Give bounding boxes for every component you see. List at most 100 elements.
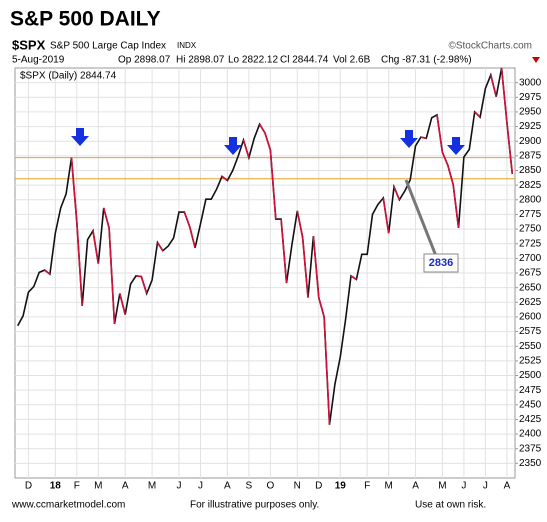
arrow [447,137,465,155]
index-name: S&P 500 Large Cap Index [50,41,166,52]
x-tick-label: 18 [50,481,62,492]
y-tick-label: 3000 [519,77,542,88]
y-tick-label: 2875 [519,150,542,161]
y-tick-label: 2425 [519,414,542,425]
arrow [71,128,89,146]
y-tick-label: 2575 [519,326,542,337]
down-segment [500,67,508,123]
footer: www.ccmarketmodel.com [11,500,125,511]
down-segment [156,242,164,252]
down-segment [221,175,228,182]
x-tick-label: 19 [335,481,347,492]
stat: Chg -87.31 (-2.98%) [381,55,472,66]
x-tick-label: A [504,481,511,492]
down-segment [119,293,126,315]
down-segment [452,184,460,228]
exchange: INDX [177,41,197,50]
arrow [224,137,242,155]
x-tick-label: M [148,481,156,492]
y-tick-label: 2750 [519,224,542,235]
down-segment [108,227,116,325]
legend-entry: $SPX (Daily) 2844.74 [20,71,117,82]
down-segment [280,219,288,284]
y-tick-label: 2900 [519,136,542,147]
y-tick-label: 2800 [519,194,542,205]
y-tick-label: 2775 [519,209,542,220]
y-tick-label: 2975 [519,92,542,103]
x-tick-label: F [74,481,80,492]
down-segment [382,197,390,234]
y-tick-label: 2400 [519,429,542,440]
y-tick-label: 2350 [519,458,542,469]
x-tick-label: M [94,481,102,492]
x-tick-label: A [122,481,129,492]
down-segment [317,297,325,318]
down-segment [242,139,250,158]
down-segment [490,74,497,97]
down-segment [76,221,84,306]
down-segment [269,149,277,220]
annotation-box [423,253,459,273]
down-segment [447,165,454,185]
symbol: $SPX [12,37,46,52]
y-tick-label: 2500 [519,370,542,381]
x-tick-label: J [176,481,181,492]
y-tick-label: 2525 [519,355,542,366]
stat: Op 2898.07 [118,55,171,66]
stat: Hi 2898.07 [176,55,225,66]
y-tick-label: 2550 [519,341,542,352]
y-tick-label: 2950 [519,107,542,118]
arrow [400,130,418,148]
down-segment [420,136,427,140]
footer: For illustrative purposes only. [190,500,319,511]
down-segment [436,114,444,153]
x-tick-label: A [412,481,419,492]
down-segment [140,276,148,294]
y-tick-label: 2925 [519,121,542,132]
y-tick-label: 2375 [519,443,542,454]
x-tick-label: M [438,481,446,492]
y-tick-label: 2850 [519,165,542,176]
x-tick-label: D [25,481,32,492]
down-segment [92,230,100,264]
x-tick-label: O [266,481,274,492]
x-tick-label: M [384,481,392,492]
x-tick-label: J [483,481,488,492]
stat: Vol 2.6B [333,55,371,66]
y-tick-label: 2675 [519,268,542,279]
down-segment [474,111,481,118]
x-tick-label: J [198,481,203,492]
annotation-pointer [404,179,438,257]
source: ©StockCharts.com [448,41,532,52]
x-tick-label: D [315,481,322,492]
stat: Lo 2822.12 [228,55,278,66]
date: 5-Aug-2019 [12,55,65,66]
down-segment [393,186,401,201]
arrows [71,128,465,155]
annotation: 2836 [429,257,453,269]
down-segment [183,211,191,228]
down-segment [102,207,110,229]
y-tick-label: 2600 [519,312,542,323]
down-segment [296,210,304,238]
x-tick-label: F [364,481,370,492]
stat: Cl 2844.74 [280,55,329,66]
x-tick-label: J [461,481,466,492]
y-tick-label: 2650 [519,282,542,293]
down-segment [323,316,331,425]
down-segment [70,157,78,223]
y-tick-label: 2825 [519,180,542,191]
y-tick-label: 2475 [519,385,542,396]
y-tick-label: 2625 [519,297,542,308]
down-segment [44,269,51,275]
down-segment [188,226,196,249]
down-segment [441,152,449,166]
down-segment [135,275,142,278]
y-tick-label: 2725 [519,238,542,249]
chart-title: S&P 500 DAILY [10,8,161,31]
down-segment [258,123,266,134]
x-tick-label: S [246,481,253,492]
y-tick-label: 2450 [519,399,542,410]
down-segment [350,275,357,281]
